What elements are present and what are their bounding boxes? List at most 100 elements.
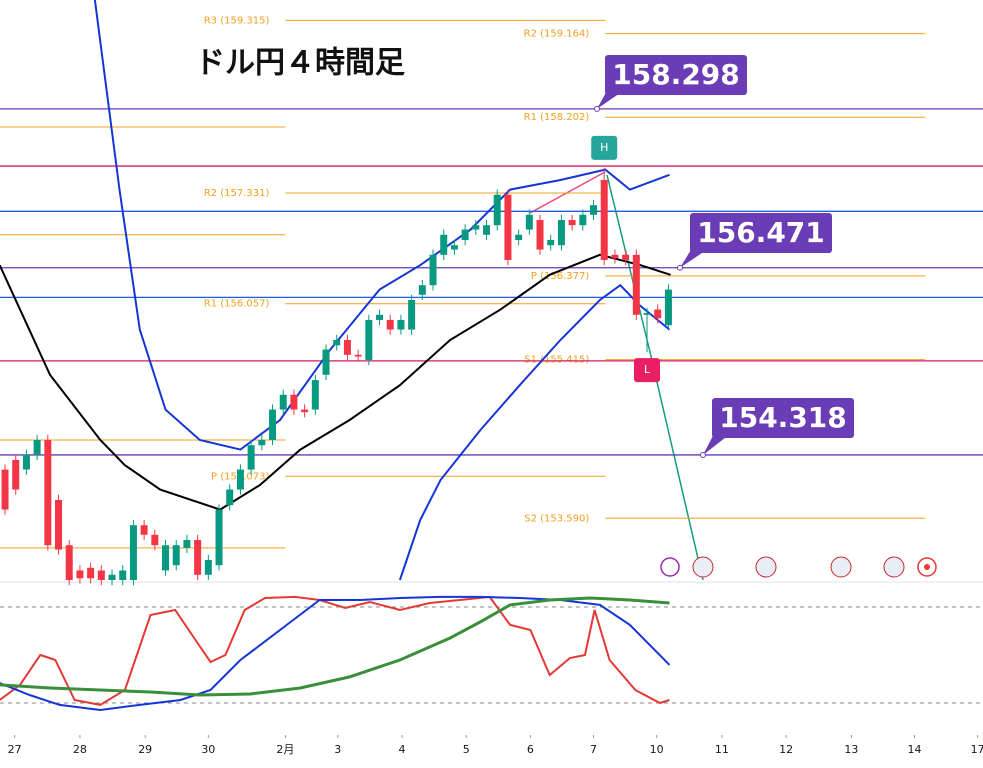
candle-body [408,300,416,330]
icon[interactable] [755,556,777,578]
candle-body [269,409,277,440]
candle-body [365,320,373,360]
icon[interactable] [830,556,852,578]
candle-body [162,545,170,571]
candle-body [322,349,330,375]
candle-body [12,460,20,490]
candle-body [483,225,491,235]
candle-body [1,469,9,510]
pivot-label: P (156.377) [531,271,589,282]
x-tick-label: 7 [590,743,597,756]
x-tick-label: 2月 [276,743,294,756]
x-tick-label: 27 [8,743,22,756]
marker-label: L [644,363,651,376]
pivot-label: R1 (156.057) [204,299,270,310]
x-tick-label: 30 [201,743,215,756]
callout-label: 154.318 [719,401,847,434]
candle-body [579,214,587,226]
candle-body [215,509,223,566]
pivot-label: R3 (159.315) [204,15,270,26]
candle-body [461,229,469,240]
candle-body [386,320,394,330]
candle-body [76,570,84,579]
x-tick-label: 3 [334,743,341,756]
x-tick-label: 14 [908,743,922,756]
candle-body [258,440,266,446]
icon[interactable] [692,556,714,578]
x-tick-label: 29 [138,743,152,756]
x-tick-label: 4 [398,743,405,756]
candle-body [354,354,362,357]
x-tick-label: 10 [650,743,664,756]
candle-body [129,525,137,580]
oscillator-line [0,596,670,697]
candle-body [632,254,640,315]
callout-box [712,398,854,438]
candle-body [172,545,180,566]
candle-body [536,220,544,250]
x-tick-label: 11 [715,743,729,756]
pivot-label: R2 (159.164) [524,29,590,40]
pivot-label: R2 (157.331) [204,188,270,199]
candle-body [44,440,52,546]
candle-body [247,445,255,470]
candle-body [333,340,341,346]
candle-body [87,567,95,579]
candle-body [376,314,384,320]
callout-anchor [677,264,683,271]
candle-body [515,234,523,240]
candle-body [194,540,202,575]
candle-body [33,440,41,455]
icon[interactable] [883,556,905,578]
candle-body [600,180,608,260]
candle-body [611,254,619,259]
candle-body [590,205,598,215]
callout-label: 158.298 [612,58,740,91]
callout-anchor [594,105,600,112]
candle-body [279,394,287,410]
candle-body [525,214,533,230]
candle-body [472,225,480,230]
projection-line [606,174,704,581]
candle-body [151,534,159,546]
candle-body [301,409,309,413]
callout-label: 156.471 [697,216,825,249]
candle-body [108,574,116,580]
x-tick-label: 12 [779,743,793,756]
icon-dot [924,564,930,570]
pivot-label: S1 (155.415) [524,355,589,366]
candle-body [493,194,501,226]
candle-body [568,220,576,226]
candle-body [643,313,651,315]
x-tick-label: 13 [844,743,858,756]
x-tick-label: 28 [73,743,87,756]
candle-body [119,570,127,580]
candle-body [343,340,351,355]
indicator-line [93,0,670,451]
candle-body [429,254,437,286]
candle-body [450,245,458,250]
callout-box [690,213,832,253]
candle-body [140,525,148,535]
candle-body [557,220,565,246]
candle-body [622,254,630,260]
icon[interactable] [660,557,680,577]
indicator-line [0,253,671,511]
candle-body [183,540,191,548]
x-tick-label: 17 [971,743,983,756]
candle-body [236,469,244,490]
extreme-marker [591,135,618,160]
pivot-label: S2 (153.590) [524,513,589,524]
callout-box [605,55,747,95]
extreme-marker [634,358,661,383]
candle-body [311,380,319,410]
candle-body [654,309,662,319]
x-tick-label: 6 [527,743,534,756]
event-icons [660,556,937,578]
callout-anchor [700,451,706,458]
candle-body [504,194,512,260]
marker-label: H [600,141,608,154]
oscillator-line [0,595,670,706]
